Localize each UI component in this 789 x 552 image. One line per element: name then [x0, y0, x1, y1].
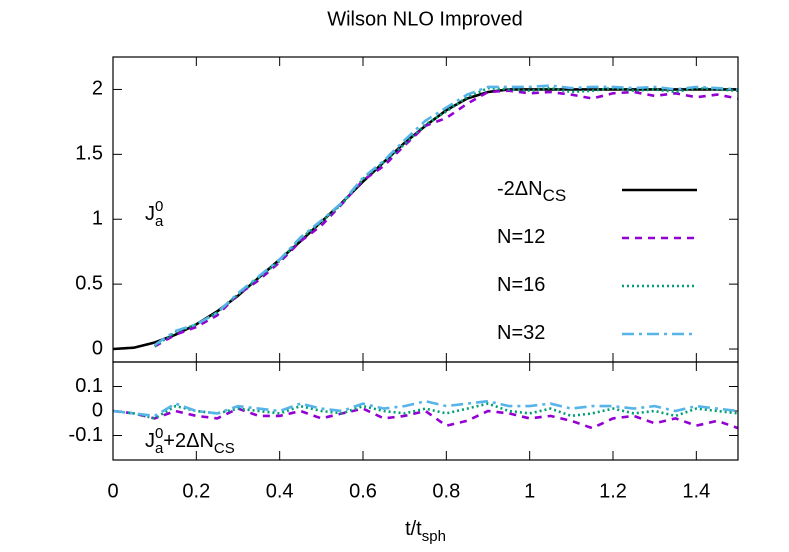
annotation: J0 a+2ΔNCS — [145, 425, 235, 457]
annotation-part: a — [155, 440, 164, 457]
y-tick-label: 0 — [92, 399, 103, 421]
y-tick-label: 0 — [92, 337, 103, 359]
series-line — [113, 407, 738, 430]
legend-label-part: N=12 — [497, 226, 545, 248]
legend-label-part: N=32 — [497, 322, 545, 344]
x-axis-label-part: t/t — [405, 518, 422, 540]
y-tick-label: 1.5 — [75, 143, 103, 165]
annotation-part: 0 — [155, 198, 163, 215]
x-tick-label: 0.6 — [349, 480, 377, 502]
legend-label-part: -2ΔN — [497, 178, 543, 200]
x-tick-label: 0.4 — [266, 480, 294, 502]
y-tick-label: -0.1 — [69, 424, 103, 446]
legend-label: N=12 — [497, 226, 545, 248]
plot-frame — [112, 56, 739, 363]
series-line — [154, 89, 738, 348]
x-axis-label: t/tsph — [405, 518, 446, 545]
series-line — [153, 84, 738, 347]
annotation-part: J — [145, 430, 155, 452]
annotation-part: CS — [214, 440, 235, 457]
legend-label-part: CS — [543, 186, 567, 205]
y-tick-label: 0.5 — [75, 272, 103, 294]
annotation-part: a — [155, 213, 164, 230]
x-tick-label: 1.4 — [682, 480, 710, 502]
series-line — [153, 86, 738, 348]
legend-label: N=32 — [497, 322, 545, 344]
x-tick-label: 0.2 — [182, 480, 210, 502]
y-tick-label: 2 — [92, 78, 103, 100]
legend-label: N=16 — [497, 274, 545, 296]
series-line — [113, 399, 738, 418]
legend-label: -2ΔNCS — [497, 178, 566, 205]
annotation: J0 a — [145, 198, 164, 230]
annotation-part: 0 — [155, 425, 163, 442]
x-tick-label: 0.8 — [432, 480, 460, 502]
series-line — [113, 402, 738, 420]
y-tick-label: 0.1 — [75, 375, 103, 397]
y-tick-label: 1 — [92, 208, 103, 230]
x-tick-label: 0 — [107, 480, 118, 502]
annotation-part: J — [145, 203, 155, 225]
series-line — [113, 88, 738, 351]
chart-title: Wilson NLO Improved — [327, 8, 523, 30]
plot-frame — [112, 361, 739, 461]
x-axis-label-part: sph — [422, 528, 446, 545]
annotation-part: +2ΔN — [163, 430, 214, 452]
x-tick-label: 1 — [524, 480, 535, 502]
x-tick-label: 1.2 — [599, 480, 627, 502]
legend-label-part: N=16 — [497, 274, 545, 296]
